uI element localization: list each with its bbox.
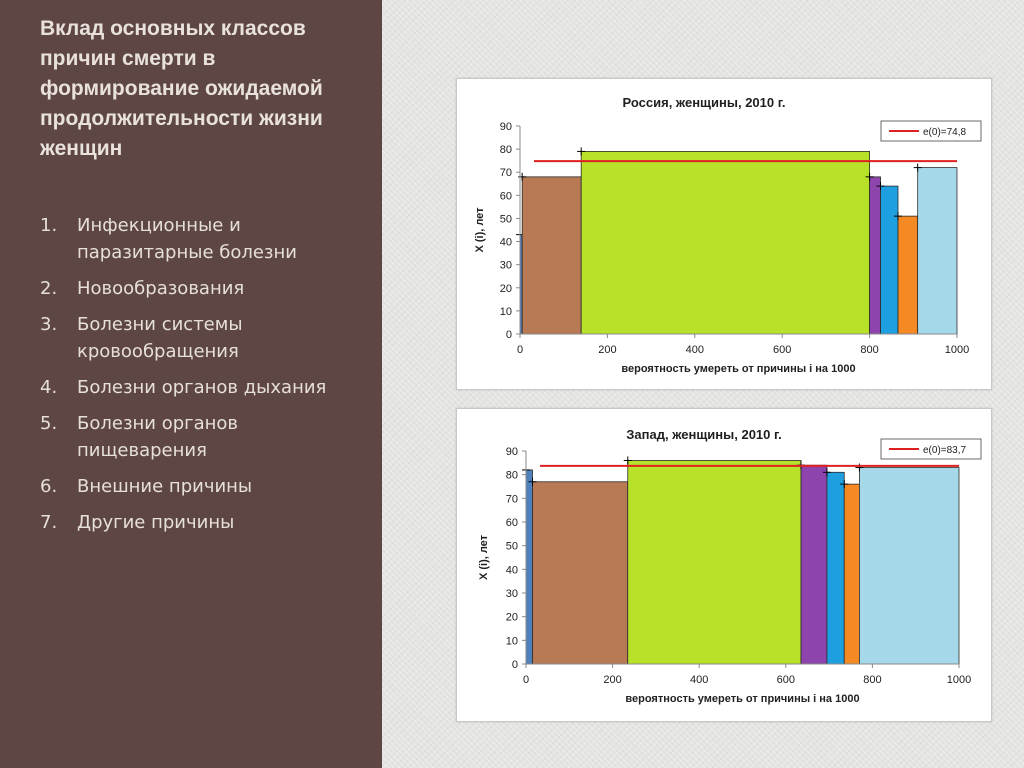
y-tick-label: 30 bbox=[506, 588, 518, 600]
chart-russia: Россия, женщины, 2010 г. 0 10 20 30 40 50 60 70 8… bbox=[456, 78, 992, 390]
y-tick-label: 90 bbox=[506, 446, 518, 458]
x-tick-label: 600 bbox=[777, 674, 795, 686]
chart-bar bbox=[532, 481, 629, 665]
y-tick-label: 40 bbox=[506, 564, 518, 576]
chart-bar bbox=[843, 483, 860, 665]
cause-number: 3. bbox=[40, 314, 58, 335]
y-tick-label: 0 bbox=[512, 659, 518, 671]
chart-west-svg: Запад, женщины, 2010 г. 0 10 20 30 40 50 60 70 80… bbox=[478, 427, 982, 705]
y-tick-label: 40 bbox=[500, 237, 512, 249]
cause-label: Болезни системы кровообращения bbox=[77, 314, 243, 362]
legend-label: e(0)=83,7 bbox=[923, 445, 967, 456]
y-tick-label: 60 bbox=[500, 190, 512, 202]
cause-item: 2. Новообразования bbox=[40, 275, 370, 302]
cause-number: 4. bbox=[40, 377, 58, 398]
chart-bar bbox=[627, 460, 802, 665]
chart-bar bbox=[521, 176, 582, 335]
y-tick-label: 10 bbox=[506, 635, 518, 647]
legend-box bbox=[880, 438, 982, 460]
y-axis-label: X (i), лет bbox=[474, 207, 486, 253]
cause-number: 7. bbox=[40, 512, 58, 533]
cause-label: Другие причины bbox=[77, 512, 235, 533]
x-tick-label: 400 bbox=[690, 674, 708, 686]
x-tick-label: 200 bbox=[603, 674, 621, 686]
x-tick-label: 200 bbox=[598, 344, 616, 356]
x-tick-label: 1000 bbox=[945, 344, 969, 356]
chart-west: Запад, женщины, 2010 г. 0 10 20 30 40 50 60 70 80… bbox=[456, 408, 992, 722]
chart-russia-svg: Россия, женщины, 2010 г. 0 10 20 30 40 50 60 70 8… bbox=[474, 95, 982, 375]
x-axis-label: вероятность умереть от причины i на 1000 bbox=[621, 363, 855, 375]
y-tick-label: 70 bbox=[500, 167, 512, 179]
x-tick-label: 800 bbox=[863, 674, 881, 686]
y-tick-label: 20 bbox=[500, 283, 512, 295]
y-tick-label: 70 bbox=[506, 493, 518, 505]
cause-item: 4. Болезни органов дыхания bbox=[40, 374, 370, 401]
cause-number: 5. bbox=[40, 413, 58, 434]
slide-title: Вклад основных классов причин смерти в ф… bbox=[40, 17, 323, 160]
x-axis-label: вероятность умереть от причины i на 1000 bbox=[625, 693, 859, 705]
y-tick-label: 80 bbox=[506, 470, 518, 482]
x-tick-label: 400 bbox=[686, 344, 704, 356]
chart-title: Россия, женщины, 2010 г. bbox=[623, 95, 786, 110]
x-tick-label: 800 bbox=[860, 344, 878, 356]
x-tick-label: 0 bbox=[517, 344, 523, 356]
cause-number: 2. bbox=[40, 278, 58, 299]
x-tick-label: 1000 bbox=[947, 674, 971, 686]
cause-item: 6. Внешние причины bbox=[40, 473, 370, 500]
cause-label: Новообразования bbox=[77, 278, 245, 299]
chart-bar bbox=[897, 215, 919, 335]
y-tick-label: 80 bbox=[500, 144, 512, 156]
cause-label: Болезни органов дыхания bbox=[77, 377, 327, 398]
cause-item: 1. Инфекционные и паразитарные болезни bbox=[40, 212, 370, 266]
chart-bar bbox=[869, 176, 881, 335]
cause-label: Инфекционные и паразитарные болезни bbox=[77, 215, 297, 263]
y-tick-label: 20 bbox=[506, 612, 518, 624]
cause-label: Внешние причины bbox=[77, 476, 253, 497]
cause-item: 5. Болезни органов пищеварения bbox=[40, 410, 370, 464]
x-tick-label: 600 bbox=[773, 344, 791, 356]
chart-bar bbox=[580, 151, 871, 335]
legend-label: e(0)=74,8 bbox=[923, 127, 967, 138]
y-axis-label: X (i), лет bbox=[478, 534, 490, 580]
cause-number: 1. bbox=[40, 215, 58, 236]
chart-bar bbox=[880, 185, 899, 335]
y-tick-label: 0 bbox=[506, 329, 512, 341]
y-tick-label: 60 bbox=[506, 517, 518, 529]
y-tick-label: 90 bbox=[500, 121, 512, 133]
chart-bar bbox=[800, 464, 828, 665]
chart-bar bbox=[826, 471, 845, 665]
cause-item: 7. Другие причины bbox=[40, 509, 370, 536]
chart-bar bbox=[859, 467, 960, 665]
y-tick-label: 50 bbox=[500, 213, 512, 225]
cause-item: 3. Болезни системы кровообращения bbox=[40, 311, 370, 365]
cause-list: 1. Инфекционные и паразитарные болезни 2. Н… bbox=[40, 212, 370, 545]
legend-box bbox=[880, 120, 982, 142]
y-tick-label: 10 bbox=[500, 306, 512, 318]
chart-title: Запад, женщины, 2010 г. bbox=[626, 427, 781, 442]
chart-bar bbox=[525, 469, 533, 665]
x-tick-label: 0 bbox=[523, 674, 529, 686]
cause-number: 6. bbox=[40, 476, 58, 497]
cause-label: Болезни органов пищеварения bbox=[77, 413, 239, 461]
y-tick-label: 30 bbox=[500, 260, 512, 272]
y-tick-label: 50 bbox=[506, 541, 518, 553]
chart-bar bbox=[917, 167, 958, 335]
left-panel: Вклад основных классов причин смерти в ф… bbox=[0, 0, 382, 768]
